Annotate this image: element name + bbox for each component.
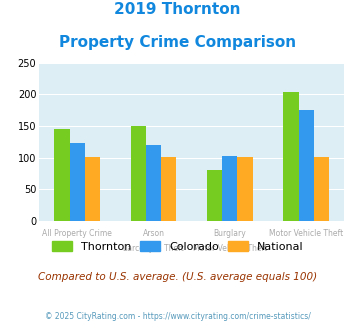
Bar bbox=[54, 129, 70, 221]
Text: Motor Vehicle Theft: Motor Vehicle Theft bbox=[193, 244, 267, 253]
Bar bbox=[146, 145, 161, 221]
Text: © 2025 CityRating.com - https://www.cityrating.com/crime-statistics/: © 2025 CityRating.com - https://www.city… bbox=[45, 312, 310, 321]
Bar bbox=[283, 92, 299, 221]
Legend: Thornton, Colorado, National: Thornton, Colorado, National bbox=[48, 237, 307, 256]
Bar bbox=[222, 156, 237, 221]
Text: Larceny & Theft: Larceny & Theft bbox=[123, 244, 184, 253]
Text: 2019 Thornton: 2019 Thornton bbox=[114, 2, 241, 16]
Bar bbox=[237, 157, 253, 221]
Bar bbox=[85, 157, 100, 221]
Bar bbox=[161, 157, 176, 221]
Text: Compared to U.S. average. (U.S. average equals 100): Compared to U.S. average. (U.S. average … bbox=[38, 272, 317, 282]
Text: Property Crime Comparison: Property Crime Comparison bbox=[59, 35, 296, 50]
Bar bbox=[131, 126, 146, 221]
Text: Motor Vehicle Theft: Motor Vehicle Theft bbox=[269, 229, 343, 238]
Bar bbox=[314, 157, 329, 221]
Text: All Property Crime: All Property Crime bbox=[42, 229, 112, 238]
Bar bbox=[207, 170, 222, 221]
Bar bbox=[70, 143, 85, 221]
Text: Arson: Arson bbox=[143, 229, 164, 238]
Text: Burglary: Burglary bbox=[213, 229, 246, 238]
Bar bbox=[299, 110, 314, 221]
